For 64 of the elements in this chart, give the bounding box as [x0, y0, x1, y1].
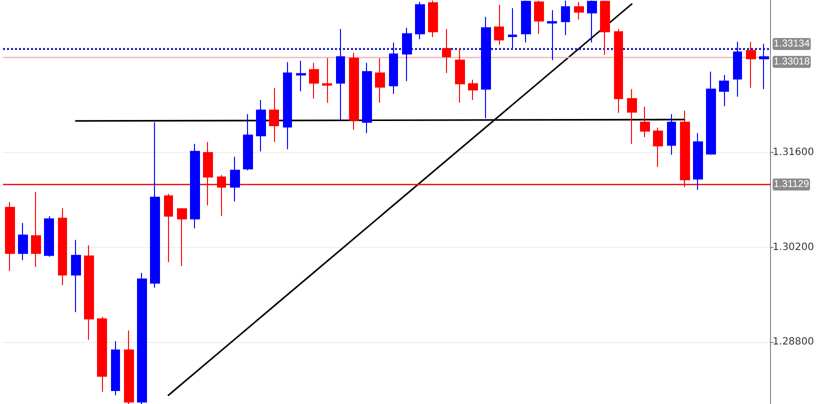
- candlestick: [455, 47, 465, 104]
- candlestick: [269, 87, 279, 142]
- y-tick-label: 1.28800: [772, 336, 814, 348]
- candlestick: [746, 41, 756, 88]
- candlestick: [58, 208, 67, 286]
- candlestick: [667, 114, 676, 156]
- candlestick: [230, 156, 240, 202]
- candlestick: [164, 193, 173, 263]
- y-tick-label: 1.31600: [772, 147, 814, 158]
- candlestick: [389, 42, 398, 94]
- candlestick: [428, 0, 438, 38]
- candlestick: [296, 60, 306, 92]
- candlestick: [547, 10, 557, 61]
- candlestick: [600, 0, 610, 56]
- candlestick: [733, 41, 742, 98]
- candlestick: [415, 2, 425, 40]
- candlestick: [336, 28, 345, 121]
- ref-line-label: 1.33018: [774, 56, 810, 68]
- candlestick: [534, 0, 544, 34]
- candlestick: [84, 244, 94, 340]
- candlestick: [203, 141, 213, 206]
- candlestick: [362, 62, 372, 134]
- candlestick: [508, 8, 517, 48]
- candlestick: [31, 191, 41, 268]
- candlestick: [71, 239, 81, 313]
- candlestick: [177, 208, 187, 267]
- candlestick: [18, 222, 28, 261]
- candlestick: [243, 114, 253, 171]
- candlestick: [627, 88, 637, 144]
- candlestick: [190, 143, 200, 229]
- candlestick: [653, 127, 663, 168]
- y-tick-label: 1.30200: [772, 242, 814, 253]
- candlestick: [680, 110, 690, 188]
- candlestick: [309, 62, 319, 100]
- candlestick: [706, 71, 716, 156]
- candlestick: [614, 28, 623, 114]
- ref-line-label: 1.31129: [774, 179, 810, 190]
- candlestick: [587, 0, 597, 44]
- candlestick: [5, 202, 15, 272]
- candlestick: [640, 106, 650, 138]
- candlestick: [693, 132, 703, 190]
- candlestick: [137, 272, 147, 404]
- candlestick: [468, 79, 478, 100]
- candlestick: [521, 0, 531, 44]
- candlestick: [561, 0, 570, 36]
- candlestick: [349, 52, 359, 130]
- candlestick: [97, 316, 107, 392]
- candlestick: [322, 58, 332, 104]
- candlestick: [442, 28, 451, 74]
- candlestick: [481, 16, 491, 119]
- candlestick: [719, 74, 729, 107]
- candlestick: [256, 99, 266, 152]
- ref-line-label: 1.33134: [774, 38, 810, 50]
- candlestick: [217, 174, 226, 217]
- candlestick: [124, 330, 134, 404]
- candlestick: [494, 4, 504, 46]
- candlestick: [111, 340, 120, 396]
- candlestick: [44, 216, 54, 258]
- candlestick: [759, 43, 769, 90]
- candlestick: [283, 62, 292, 150]
- candlestick: [574, 2, 584, 20]
- candlestick: [150, 122, 160, 288]
- candlestick: [375, 58, 385, 104]
- candlestick: [402, 27, 412, 82]
